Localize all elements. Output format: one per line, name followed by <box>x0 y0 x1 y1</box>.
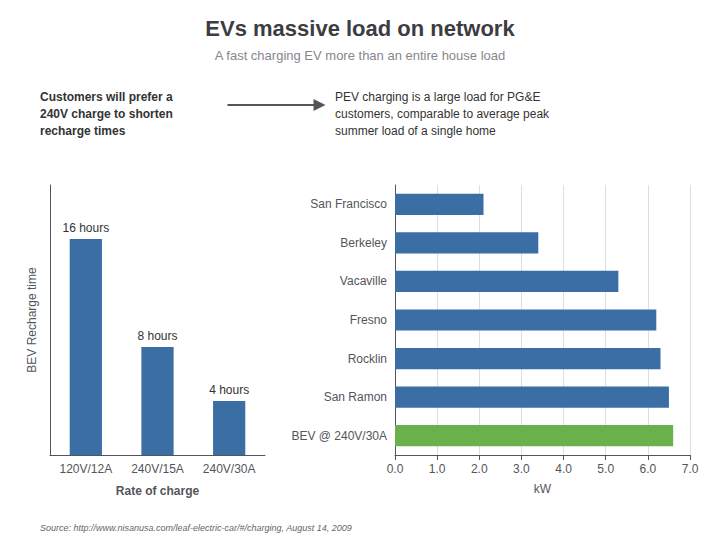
svg-text:BEV Recharge time: BEV Recharge time <box>25 267 39 373</box>
svg-text:7.0: 7.0 <box>682 462 699 476</box>
svg-text:Vacaville: Vacaville <box>340 274 387 288</box>
svg-text:16 hours: 16 hours <box>62 221 109 235</box>
svg-text:San Ramon: San Ramon <box>324 390 387 404</box>
svg-text:Source: http://www.nisanusa.co: Source: http://www.nisanusa.com/leaf-ele… <box>40 523 352 533</box>
svg-text:8 hours: 8 hours <box>137 329 177 343</box>
svg-text:240V/15A: 240V/15A <box>131 462 184 476</box>
svg-text:120V/12A: 120V/12A <box>59 462 112 476</box>
svg-text:6.0: 6.0 <box>640 462 657 476</box>
svg-text:EVs massive load on network: EVs massive load on network <box>205 16 515 41</box>
svg-text:4 hours: 4 hours <box>209 383 249 397</box>
svg-text:Rate of charge: Rate of charge <box>116 484 200 498</box>
svg-text:A fast charging EV more than a: A fast charging EV more than an entire h… <box>215 48 506 63</box>
svg-text:recharge times: recharge times <box>40 124 126 138</box>
svg-text:summer load of a single home: summer load of a single home <box>335 124 496 138</box>
svg-text:3.0: 3.0 <box>513 462 530 476</box>
svg-text:customers, comparable to avera: customers, comparable to average peak <box>335 107 550 121</box>
svg-text:1.0: 1.0 <box>429 462 446 476</box>
svg-text:Rocklin: Rocklin <box>348 352 387 366</box>
svg-text:Berkeley: Berkeley <box>340 236 387 250</box>
svg-text:2.0: 2.0 <box>471 462 488 476</box>
svg-text:BEV @ 240V/30A: BEV @ 240V/30A <box>291 429 387 443</box>
svg-text:240V/30A: 240V/30A <box>203 462 256 476</box>
svg-text:Fresno: Fresno <box>350 313 388 327</box>
svg-text:240V charge to shorten: 240V charge to shorten <box>40 107 173 121</box>
svg-text:San Francisco: San Francisco <box>310 197 387 211</box>
svg-text:PEV charging is a large load f: PEV charging is a large load for PG&E <box>335 90 540 104</box>
svg-text:Customers will prefer a: Customers will prefer a <box>40 90 173 104</box>
svg-text:5.0: 5.0 <box>597 462 614 476</box>
svg-text:4.0: 4.0 <box>555 462 572 476</box>
svg-text:0.0: 0.0 <box>387 462 404 476</box>
svg-text:kW: kW <box>534 482 552 496</box>
